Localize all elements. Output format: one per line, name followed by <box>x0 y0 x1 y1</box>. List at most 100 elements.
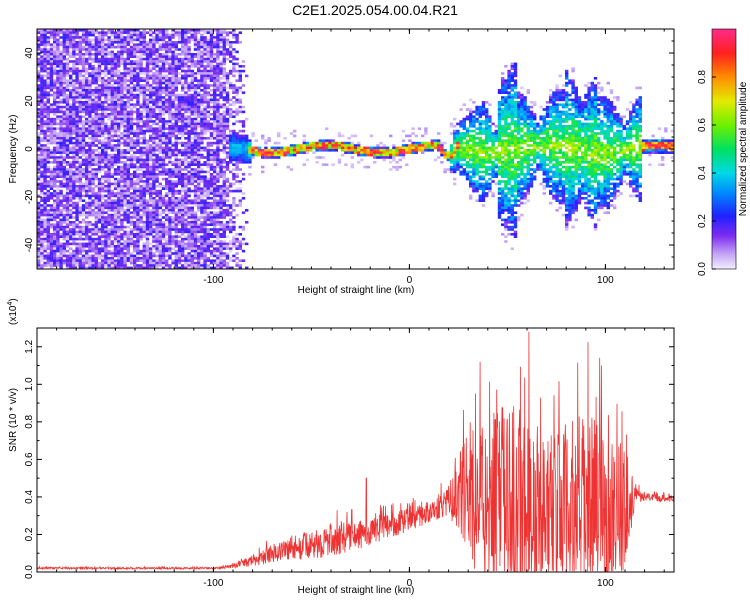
heatmap-cell <box>117 173 121 176</box>
heatmap-cell <box>94 228 98 231</box>
heatmap-cell <box>213 187 217 190</box>
heatmap-cell <box>91 192 95 195</box>
heatmap-cell <box>53 134 57 138</box>
heatmap-cell <box>161 96 166 99</box>
heatmap-cell <box>78 165 82 169</box>
heatmap-cell <box>155 264 159 267</box>
heatmap-cell <box>184 50 188 54</box>
heatmap-cell <box>59 120 63 123</box>
heatmap-cell <box>206 194 210 198</box>
heatmap-cell <box>40 189 44 193</box>
heatmap-cell <box>65 245 70 248</box>
heatmap-cell <box>65 38 70 42</box>
heatmap-cell <box>40 204 44 207</box>
heatmap-cell <box>197 38 201 42</box>
heatmap-cell <box>94 117 98 121</box>
heatmap-cell <box>155 161 159 164</box>
heatmap-cell <box>129 242 134 246</box>
heatmap-cell <box>155 53 159 56</box>
heatmap-cell <box>53 161 57 164</box>
heatmap-cell <box>94 79 98 82</box>
heatmap-cell <box>91 199 95 202</box>
heatmap-cell <box>181 74 185 78</box>
heatmap-cell <box>209 245 214 248</box>
heatmap-cell <box>161 55 166 58</box>
heatmap-cell <box>91 211 95 214</box>
heatmap-cell <box>113 72 118 75</box>
heatmap-cell <box>107 103 111 106</box>
heatmap-cell <box>193 156 198 159</box>
heatmap-cell <box>145 115 150 118</box>
heatmap-cell <box>97 192 102 195</box>
heatmap-cell <box>40 105 44 109</box>
heatmap-cell <box>155 235 159 238</box>
heatmap-cell <box>200 117 204 121</box>
heatmap-cell <box>174 62 178 66</box>
heatmap-cell <box>40 101 44 104</box>
heatmap-cell <box>107 175 111 178</box>
heatmap-cell <box>88 189 92 193</box>
heatmap-cell <box>43 33 47 37</box>
heatmap-cell <box>59 209 63 212</box>
heatmap-cell <box>190 74 194 78</box>
heatmap-cell <box>97 84 102 87</box>
heatmap-cell <box>184 264 188 267</box>
heatmap-cell <box>136 93 140 97</box>
heatmap-cell <box>101 254 105 258</box>
heatmap-cell <box>181 197 185 200</box>
heatmap-cell <box>161 247 166 250</box>
heatmap-cell <box>177 254 182 258</box>
heatmap-cell <box>62 117 66 121</box>
heatmap-cell <box>85 117 89 121</box>
heatmap-cell <box>142 259 146 262</box>
heatmap-cell <box>49 225 54 229</box>
heatmap-cell <box>43 264 47 267</box>
heatmap-cell <box>69 137 73 140</box>
heatmap-cell <box>181 259 185 262</box>
heatmap-cell <box>197 98 201 102</box>
heatmap-cell <box>136 31 140 34</box>
heatmap-cell <box>158 132 162 135</box>
heatmap-cell <box>165 48 169 51</box>
heatmap-cell <box>104 252 108 255</box>
heatmap-cell <box>72 67 76 70</box>
heatmap-cell <box>104 146 108 150</box>
heatmap-cell <box>149 197 153 200</box>
heatmap-cell <box>37 137 41 140</box>
heatmap-cell <box>78 199 82 202</box>
heatmap-cell <box>209 223 214 226</box>
heatmap-cell <box>78 122 82 126</box>
heatmap-cell <box>149 134 153 138</box>
heatmap-cell <box>94 101 98 104</box>
heatmap-cell <box>149 93 153 97</box>
heatmap-cell <box>206 237 210 241</box>
heatmap-cell <box>126 125 130 128</box>
heatmap-cell <box>46 93 50 97</box>
heatmap-cell <box>120 192 124 195</box>
heatmap-cell <box>181 48 185 51</box>
heatmap-cell <box>91 127 95 130</box>
heatmap-cell <box>184 125 188 128</box>
heatmap-cell <box>37 43 41 46</box>
heatmap-cell <box>62 199 66 202</box>
heatmap-cell <box>219 185 223 188</box>
heatmap-cell <box>129 187 134 190</box>
heatmap-cell <box>193 60 198 63</box>
heatmap-cell <box>126 242 130 246</box>
heatmap-cell <box>219 252 223 255</box>
heatmap-cell <box>181 36 185 39</box>
heatmap-cell <box>101 168 105 171</box>
heatmap-cell <box>181 60 185 63</box>
heatmap-cell <box>91 45 95 49</box>
heatmap-cell <box>149 84 153 87</box>
heatmap-cell <box>165 204 169 207</box>
heatmap-cell <box>152 211 156 214</box>
heatmap-cell <box>101 38 105 42</box>
heatmap-cell <box>181 221 185 224</box>
heatmap-cell <box>177 211 182 214</box>
heatmap-cell <box>81 213 86 217</box>
heatmap-cell <box>187 122 191 126</box>
heatmap-cell <box>75 194 79 198</box>
heatmap-cell <box>171 91 175 94</box>
heatmap-cell <box>78 230 82 234</box>
